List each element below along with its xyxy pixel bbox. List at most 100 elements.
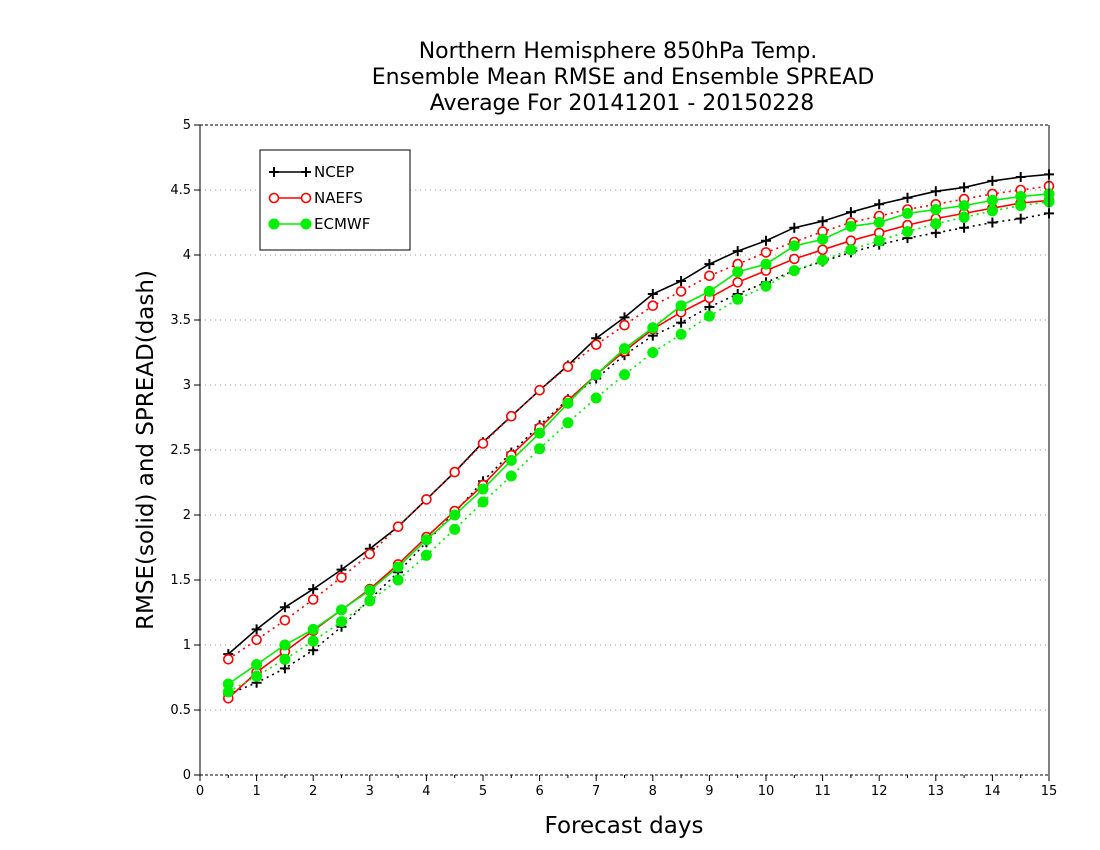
ecmwf-rmse-point [788, 240, 800, 252]
ncep-rmse-point [874, 199, 885, 210]
x-tick-label-3: 3 [366, 784, 374, 799]
series-ecmwf [222, 188, 1055, 698]
naefs-spread-point [562, 361, 574, 373]
ecmwf-rmse-point [562, 397, 574, 409]
ecmwf-rmse-point [1015, 191, 1027, 202]
x-tick-label-4: 4 [422, 784, 430, 799]
ncep-spread-point [987, 217, 998, 228]
ncep-rmse-point [676, 276, 687, 286]
ecmwf-spread-point [364, 595, 376, 607]
x-tick-label-13: 13 [928, 784, 945, 799]
ecmwf-spread-point [788, 265, 800, 277]
ecmwf-spread-point [930, 218, 942, 230]
ncep-rmse-point [647, 289, 658, 299]
x-tick-label-8: 8 [649, 784, 657, 799]
ecmwf-rmse-line [227, 193, 1050, 685]
x-tick-label-5: 5 [479, 784, 487, 799]
legend-item-ecmwf: ECMWF [268, 215, 370, 233]
ecmwf-rmse-point [930, 204, 942, 215]
naefs-spread-point [421, 494, 432, 505]
naefs-rmse-point [788, 253, 800, 265]
naefs-spread-point [307, 594, 319, 605]
plot-area [222, 169, 1055, 704]
x-tick-label-6: 6 [535, 784, 543, 799]
ncep-rmse-point [761, 235, 771, 246]
ncep-rmse-point [902, 192, 913, 203]
naefs-spread-point [223, 653, 234, 665]
y-tick-label-1: 0.5 [170, 703, 191, 718]
ecmwf-rmse-point [703, 285, 715, 297]
x-tick-label-15: 15 [1041, 784, 1058, 799]
ncep-rmse-point [845, 207, 856, 218]
legend-marker-naefs [300, 192, 312, 204]
naefs-spread-point [336, 572, 347, 583]
ncep-rmse-point [959, 182, 970, 193]
ecmwf-spread-point [703, 310, 715, 322]
x-tick-label-14: 14 [984, 784, 1001, 799]
naefs-spread-point [590, 339, 602, 351]
naefs-rmse-point [732, 276, 744, 288]
naefs-spread-point [392, 521, 404, 533]
ecmwf-rmse-point [505, 454, 517, 466]
ecmwf-spread-point [873, 235, 885, 247]
ecmwf-spread-line [227, 200, 1050, 693]
ecmwf-spread-point [420, 549, 432, 561]
ncep-rmse-point [251, 624, 262, 635]
ecmwf-rmse-point [675, 300, 687, 312]
ecmwf-rmse-point [873, 217, 885, 228]
y-tick-label-0: 0 [183, 768, 191, 783]
legend-marker-ncep [301, 167, 311, 177]
chart-title: Northern Hemisphere 850hPa Temp. Ensembl… [372, 39, 875, 116]
naefs-spread-point [675, 286, 687, 297]
ncep-rmse-point [1015, 172, 1026, 182]
ecmwf-rmse-point [590, 369, 602, 381]
naefs-spread-point [251, 634, 262, 646]
ecmwf-rmse-point [534, 427, 546, 439]
x-tick-label-12: 12 [871, 784, 888, 799]
naefs-spread-point [534, 384, 545, 396]
ecmwf-spread-point [675, 328, 687, 340]
ecmwf-spread-point [505, 470, 517, 482]
ecmwf-spread-point [279, 653, 291, 665]
legend-item-ncep: NCEP [269, 163, 354, 181]
ecmwf-rmse-point [619, 343, 630, 355]
y-tick-label-10: 5 [183, 118, 191, 133]
naefs-rmse-point [817, 244, 828, 256]
naefs-rmse-point [845, 235, 857, 246]
naefs-spread-point [760, 247, 772, 258]
ecmwf-spread-point [902, 226, 913, 238]
ncep-spread-line [227, 212, 1050, 696]
y-tick-label-7: 3.5 [170, 313, 191, 328]
ecmwf-spread-point [1015, 200, 1027, 212]
ncep-rmse-point [789, 222, 800, 233]
ecmwf-rmse-point [817, 233, 829, 245]
ncep-rmse-point [308, 584, 319, 595]
ecmwf-spread-point [732, 293, 744, 305]
x-tick-label-10: 10 [758, 784, 775, 799]
ecmwf-spread-point [590, 392, 602, 404]
ecmwf-rmse-point [732, 266, 744, 278]
legend-marker-ecmwf [268, 218, 280, 230]
ecmwf-rmse-point [279, 639, 291, 651]
ncep-spread-point [704, 302, 715, 312]
ncep-rmse-point [930, 186, 941, 197]
ecmwf-spread-point [449, 523, 461, 535]
naefs-spread-point [704, 270, 715, 282]
naefs-rmse-line [227, 199, 1050, 699]
ecmwf-spread-point [817, 254, 829, 266]
naefs-spread-point [477, 438, 489, 449]
legend-label-ncep: NCEP [314, 163, 354, 181]
ecmwf-spread-point [647, 347, 659, 358]
x-tick-label-0: 0 [196, 784, 204, 799]
ecmwf-rmse-point [902, 207, 913, 219]
ecmwf-rmse-point [477, 483, 489, 495]
ecmwf-rmse-point [845, 220, 857, 232]
ecmwf-spread-point [477, 496, 489, 508]
naefs-spread-point [647, 300, 659, 312]
legend-box [259, 149, 411, 251]
x-tick-label-1: 1 [252, 784, 260, 799]
ecmwf-spread-point [307, 635, 319, 647]
ncep-rmse-point [817, 216, 828, 227]
legend-item-naefs: NAEFS [268, 189, 363, 207]
